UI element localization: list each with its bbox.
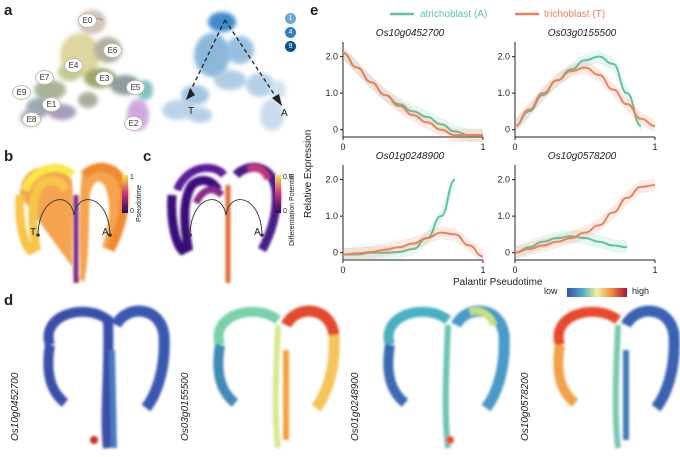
trajectory-T-label: T bbox=[188, 106, 195, 117]
pseudotime-badge: 4 bbox=[285, 27, 296, 38]
x-tick-label: 1 bbox=[652, 142, 657, 152]
series-line-atrichoblast bbox=[342, 51, 483, 137]
y-tick-label: 2.0 bbox=[497, 175, 510, 185]
cluster-label: E3 bbox=[95, 71, 114, 86]
legend-atrichoblast: atrichoblast (A) bbox=[420, 9, 488, 20]
c-cbar-min: 0 bbox=[283, 208, 287, 215]
x-tick-label: 0 bbox=[340, 265, 345, 275]
cluster-label: E5 bbox=[126, 80, 145, 95]
panel-label-c: c bbox=[143, 148, 152, 165]
chart-title: Os01g0248900 bbox=[375, 151, 445, 162]
panel-label-a: a bbox=[4, 2, 13, 19]
expression-colorbar bbox=[567, 288, 627, 297]
b-T-label: T bbox=[30, 227, 37, 238]
x-tick-label: 0 bbox=[340, 142, 345, 152]
y-tick-label: 2.0 bbox=[325, 52, 338, 62]
pseudotime-badge: 9 bbox=[285, 41, 296, 52]
cluster-label: E6 bbox=[103, 43, 122, 58]
colorbar-high: high bbox=[632, 286, 650, 296]
x-tick-label: 1 bbox=[652, 265, 657, 275]
y-tick-label: 1.0 bbox=[497, 211, 510, 221]
cluster-label: E8 bbox=[22, 112, 41, 127]
gene-expression-umaps bbox=[43, 305, 680, 449]
trajectory-A-label: A bbox=[281, 108, 288, 119]
umap-pseudotime-potential bbox=[15, 162, 281, 283]
cluster-label: E7 bbox=[35, 70, 54, 85]
panel-label-e: e bbox=[310, 2, 319, 19]
x-tick-label: 1 bbox=[480, 142, 485, 152]
x-tick-label: 1 bbox=[480, 265, 485, 275]
b-A-label: A bbox=[102, 227, 109, 238]
x-axis-label: Palantir Pseudotime bbox=[453, 277, 543, 288]
cluster-label: E4 bbox=[64, 58, 83, 73]
x-tick-label: 0 bbox=[512, 265, 517, 275]
d-gene-label: Os03g0155500 bbox=[180, 372, 191, 441]
series-band bbox=[515, 229, 627, 260]
c-A-label: A bbox=[254, 227, 261, 238]
y-tick-label: 0 bbox=[333, 125, 338, 135]
b-cbar-max: 1 bbox=[130, 174, 134, 181]
panel-label-d: d bbox=[4, 292, 14, 309]
chart-title: Os10g0452700 bbox=[375, 28, 445, 39]
c-T-label: T bbox=[182, 227, 189, 238]
chart-title: Os10g0578200 bbox=[547, 151, 617, 162]
c-cbar-max: 0.6 bbox=[283, 174, 293, 181]
y-tick-label: 0 bbox=[505, 248, 510, 258]
series-band bbox=[343, 46, 483, 142]
c-cbar-label: Differentiation Potential bbox=[289, 173, 296, 246]
pseudotime-badge: 1 bbox=[285, 13, 296, 24]
b-cbar-label: Pseudotime bbox=[136, 185, 143, 222]
series-band bbox=[343, 173, 455, 262]
y-tick-label: 0 bbox=[333, 248, 338, 258]
cluster-label: E0 bbox=[78, 13, 97, 28]
d-gene-label: Os10g0452700 bbox=[10, 372, 21, 441]
y-tick-label: 2.0 bbox=[325, 175, 338, 185]
series-band bbox=[515, 61, 655, 133]
colorbar-low: low bbox=[544, 286, 558, 296]
y-tick-label: 0 bbox=[505, 125, 510, 135]
series-band bbox=[515, 50, 641, 133]
legend-trichoblast: trichoblast (T) bbox=[544, 9, 606, 20]
series-band bbox=[343, 46, 483, 142]
b-cbar-min: 0 bbox=[130, 208, 134, 215]
panel-label-b: b bbox=[4, 148, 14, 165]
y-tick-label: 1.0 bbox=[325, 88, 338, 98]
series-line-trichoblast bbox=[342, 51, 483, 137]
expression-line-charts: 0 1.0 2.0 0 1 0 1.0 2.0 0 1 0 1.0 2.0 0 1 0 1.0 2.0 0 1 bbox=[325, 12, 658, 297]
cluster-label: E9 bbox=[12, 85, 31, 100]
d-gene-label: Os10g0578200 bbox=[520, 372, 531, 441]
y-tick-label: 1.0 bbox=[325, 211, 338, 221]
y-tick-label: 1.0 bbox=[497, 88, 510, 98]
series-band bbox=[515, 178, 655, 260]
d-gene-label: Os01g0248900 bbox=[350, 372, 361, 441]
chart-title: Os03g0155500 bbox=[547, 28, 617, 39]
x-tick-label: 0 bbox=[512, 142, 517, 152]
cluster-label: E1 bbox=[42, 97, 61, 112]
cluster-label: E2 bbox=[124, 116, 143, 131]
y-axis-label: Relative Expression bbox=[303, 129, 314, 218]
y-tick-label: 2.0 bbox=[497, 52, 510, 62]
